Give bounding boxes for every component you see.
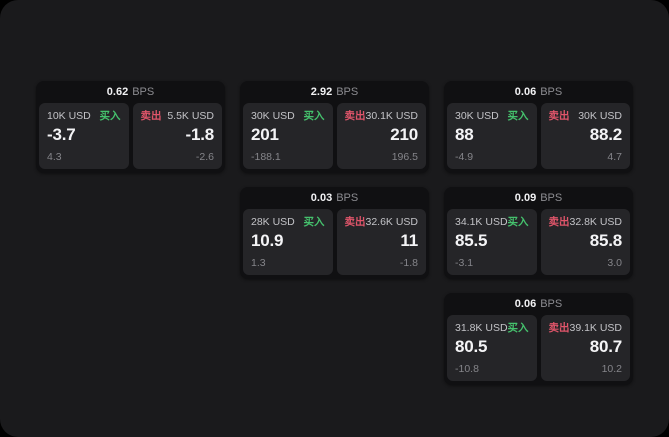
sell-delta: 4.7 <box>607 151 622 163</box>
bps-value: 0.06 <box>514 298 537 310</box>
buy-label: 买入 <box>99 110 121 122</box>
buy-delta: 4.3 <box>47 151 62 163</box>
buy-tile[interactable]: 28K USD 买入 10.9 1.3 <box>243 209 333 275</box>
card-header: 0.06 BPS <box>447 81 630 103</box>
buy-size: 30K USD <box>455 110 499 122</box>
sell-price: -1.8 <box>185 125 215 144</box>
sell-tile[interactable]: 卖出 32.6K USD 11 -1.8 <box>336 209 426 275</box>
quote-card: 0.06 BPS 31.8K USD 买入 80.5 -10.8 卖出 39.1… <box>444 293 633 385</box>
sell-label: 卖出 <box>344 216 366 228</box>
card-body: 30K USD 买入 88 -4.9 卖出 30K USD 88.2 4.7 <box>447 103 630 169</box>
sell-tile[interactable]: 卖出 32.8K USD 85.8 3.0 <box>540 209 630 275</box>
buy-size: 28K USD <box>251 216 295 228</box>
sell-label: 卖出 <box>548 110 570 122</box>
sell-price: 11 <box>400 231 418 250</box>
buy-tile[interactable]: 34.1K USD 买入 85.5 -3.1 <box>447 209 537 275</box>
buy-label: 买入 <box>507 110 529 122</box>
sell-label: 卖出 <box>344 110 366 122</box>
card-header: 0.62 BPS <box>39 81 222 103</box>
sell-tile[interactable]: 卖出 5.5K USD -1.8 -2.6 <box>132 103 222 169</box>
buy-tile[interactable]: 30K USD 买入 88 -4.9 <box>447 103 537 169</box>
bps-value: 0.06 <box>514 86 537 98</box>
card-body: 28K USD 买入 10.9 1.3 卖出 32.6K USD 11 -1.8 <box>243 209 426 275</box>
quote-card: 2.92 BPS 30K USD 买入 201 -188.1 卖出 30.1K … <box>240 81 429 173</box>
buy-price: -3.7 <box>47 125 76 144</box>
sell-size: 30K USD <box>578 110 622 122</box>
buy-size: 34.1K USD <box>455 216 508 228</box>
card-body: 10K USD 买入 -3.7 4.3 卖出 5.5K USD -1.8 -2.… <box>39 103 222 169</box>
card-header: 2.92 BPS <box>243 81 426 103</box>
bps-value: 2.92 <box>310 86 333 98</box>
buy-delta: -4.9 <box>455 151 474 163</box>
buy-size: 10K USD <box>47 110 91 122</box>
buy-tile[interactable]: 30K USD 买入 201 -188.1 <box>243 103 333 169</box>
card-body: 30K USD 买入 201 -188.1 卖出 30.1K USD 210 1… <box>243 103 426 169</box>
buy-label: 买入 <box>303 216 325 228</box>
quote-card: 0.06 BPS 30K USD 买入 88 -4.9 卖出 30K USD 8… <box>444 81 633 173</box>
sell-delta: 3.0 <box>607 257 622 269</box>
bps-unit-label: BPS <box>540 298 563 310</box>
buy-size: 31.8K USD <box>455 322 508 334</box>
buy-price: 10.9 <box>251 231 284 250</box>
bps-unit-label: BPS <box>132 86 155 98</box>
buy-price: 85.5 <box>455 231 488 250</box>
sell-label: 卖出 <box>548 216 570 228</box>
bps-unit-label: BPS <box>336 86 359 98</box>
buy-tile[interactable]: 31.8K USD 买入 80.5 -10.8 <box>447 315 537 381</box>
buy-size: 30K USD <box>251 110 295 122</box>
quote-card: 0.03 BPS 28K USD 买入 10.9 1.3 卖出 32.6K US… <box>240 187 429 279</box>
sell-label: 卖出 <box>140 110 162 122</box>
card-body: 34.1K USD 买入 85.5 -3.1 卖出 32.8K USD 85.8… <box>447 209 630 275</box>
quote-card: 0.62 BPS 10K USD 买入 -3.7 4.3 卖出 5.5K USD… <box>36 81 225 173</box>
buy-label: 买入 <box>507 216 529 228</box>
buy-delta: -10.8 <box>455 363 479 375</box>
sell-delta: -2.6 <box>195 151 214 163</box>
bps-value: 0.62 <box>106 86 129 98</box>
card-body: 31.8K USD 买入 80.5 -10.8 卖出 39.1K USD 80.… <box>447 315 630 381</box>
bps-unit-label: BPS <box>336 192 359 204</box>
sell-size: 32.8K USD <box>569 216 623 228</box>
sell-size: 32.6K USD <box>365 216 419 228</box>
buy-price: 80.5 <box>455 337 488 356</box>
bps-value: 0.09 <box>514 192 537 204</box>
card-header: 0.06 BPS <box>447 293 630 315</box>
sell-tile[interactable]: 卖出 30.1K USD 210 196.5 <box>336 103 426 169</box>
sell-size: 5.5K USD <box>167 110 214 122</box>
sell-delta: -1.8 <box>399 257 418 269</box>
card-header: 0.09 BPS <box>447 187 630 209</box>
buy-delta: -3.1 <box>455 257 474 269</box>
quote-card: 0.09 BPS 34.1K USD 买入 85.5 -3.1 卖出 32.8K… <box>444 187 633 279</box>
bps-unit-label: BPS <box>540 192 563 204</box>
buy-price: 201 <box>251 125 279 144</box>
sell-price: 88.2 <box>589 125 622 144</box>
bps-unit-label: BPS <box>540 86 563 98</box>
sell-delta: 196.5 <box>391 151 418 163</box>
buy-price: 88 <box>455 125 474 144</box>
sell-size: 39.1K USD <box>569 322 623 334</box>
sell-tile[interactable]: 卖出 30K USD 88.2 4.7 <box>540 103 630 169</box>
bps-value: 0.03 <box>310 192 333 204</box>
buy-label: 买入 <box>303 110 325 122</box>
sell-price: 80.7 <box>589 337 622 356</box>
sell-size: 30.1K USD <box>365 110 419 122</box>
sell-delta: 10.2 <box>601 363 622 375</box>
buy-delta: 1.3 <box>251 257 266 269</box>
buy-label: 买入 <box>507 322 529 334</box>
card-header: 0.03 BPS <box>243 187 426 209</box>
sell-price: 210 <box>390 125 418 144</box>
sell-label: 卖出 <box>548 322 570 334</box>
sell-tile[interactable]: 卖出 39.1K USD 80.7 10.2 <box>540 315 630 381</box>
buy-delta: -188.1 <box>251 151 281 163</box>
buy-tile[interactable]: 10K USD 买入 -3.7 4.3 <box>39 103 129 169</box>
sell-price: 85.8 <box>589 231 622 250</box>
